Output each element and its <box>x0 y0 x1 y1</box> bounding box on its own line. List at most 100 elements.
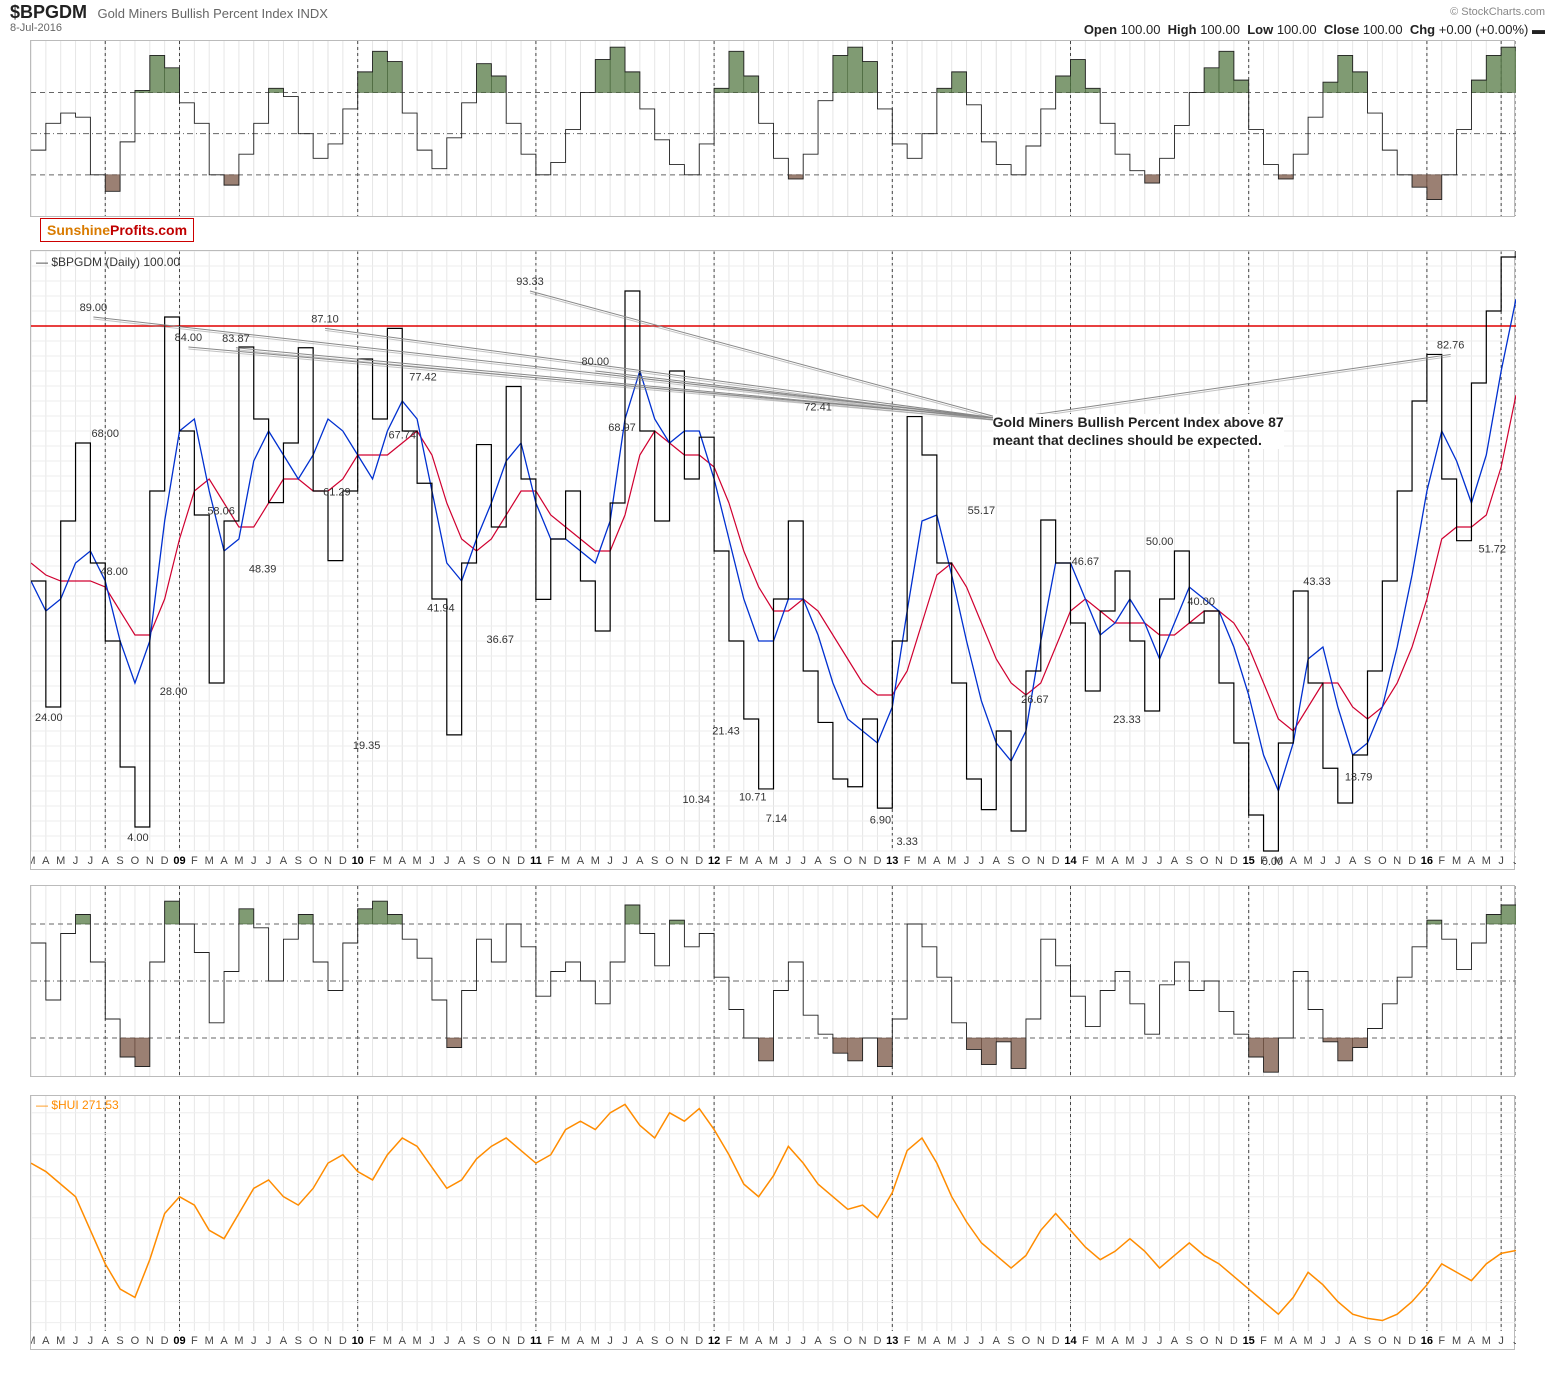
svg-text:N: N <box>1037 1335 1045 1347</box>
svg-text:89.00: 89.00 <box>80 302 108 314</box>
svg-text:M: M <box>1096 1335 1105 1347</box>
svg-text:N: N <box>502 855 510 867</box>
svg-text:F: F <box>547 1335 554 1347</box>
arrow-icon: ▬ <box>1532 22 1545 37</box>
svg-text:09: 09 <box>173 1335 185 1347</box>
svg-text:J: J <box>1320 1335 1326 1347</box>
top-oscillator-panel: 30507090 <box>30 40 1515 217</box>
svg-text:N: N <box>146 855 154 867</box>
svg-text:N: N <box>680 855 688 867</box>
svg-text:A: A <box>1290 855 1298 867</box>
source-text: © StockCharts.com <box>1450 6 1545 18</box>
low-val: 100.00 <box>1277 22 1317 37</box>
svg-text:O: O <box>843 1335 852 1347</box>
svg-text:23.33: 23.33 <box>1113 714 1141 726</box>
svg-text:A: A <box>814 1335 822 1347</box>
watermark-sun: Sunshine <box>47 222 110 238</box>
svg-text:A: A <box>280 855 288 867</box>
svg-text:F: F <box>369 855 376 867</box>
svg-text:46.67: 46.67 <box>1072 556 1100 568</box>
svg-text:A: A <box>399 855 407 867</box>
svg-text:A: A <box>814 855 822 867</box>
svg-text:A: A <box>933 1335 941 1347</box>
svg-text:D: D <box>1052 1335 1060 1347</box>
svg-text:O: O <box>487 1335 496 1347</box>
svg-text:O: O <box>487 855 496 867</box>
svg-text:21.43: 21.43 <box>712 725 740 737</box>
svg-text:N: N <box>324 1335 332 1347</box>
svg-text:J: J <box>1498 855 1504 867</box>
svg-text:87.10: 87.10 <box>311 313 339 325</box>
svg-text:43.33: 43.33 <box>1303 576 1331 588</box>
svg-text:M: M <box>769 855 778 867</box>
svg-text:F: F <box>1260 1335 1267 1347</box>
svg-text:J: J <box>73 855 79 867</box>
svg-text:J: J <box>607 1335 613 1347</box>
svg-text:J: J <box>800 855 806 867</box>
svg-text:O: O <box>665 1335 674 1347</box>
svg-text:N: N <box>1393 1335 1401 1347</box>
svg-text:A: A <box>577 1335 585 1347</box>
svg-text:J: J <box>979 1335 985 1347</box>
hui-legend: — $HUI 271.53 <box>36 1098 119 1112</box>
svg-text:A: A <box>755 855 763 867</box>
svg-text:J: J <box>622 855 628 867</box>
svg-text:F: F <box>369 1335 376 1347</box>
svg-text:J: J <box>1498 1335 1504 1347</box>
svg-text:M: M <box>917 855 926 867</box>
svg-text:19.35: 19.35 <box>353 740 381 752</box>
hui-legend-text: $HUI 271.53 <box>51 1098 118 1112</box>
svg-text:A: A <box>458 855 466 867</box>
svg-text:A: A <box>280 1335 288 1347</box>
svg-text:12: 12 <box>708 1335 720 1347</box>
svg-text:A: A <box>1171 855 1179 867</box>
svg-text:13: 13 <box>886 1335 898 1347</box>
svg-text:J: J <box>622 1335 628 1347</box>
svg-text:N: N <box>859 855 867 867</box>
annotation-line1: Gold Miners Bullish Percent Index above … <box>993 414 1284 432</box>
svg-text:M: M <box>1304 1335 1313 1347</box>
svg-text:S: S <box>1364 855 1371 867</box>
svg-text:15: 15 <box>1243 855 1255 867</box>
svg-text:J: J <box>444 1335 450 1347</box>
svg-text:M: M <box>383 1335 392 1347</box>
svg-text:M: M <box>383 855 392 867</box>
svg-text:A: A <box>220 855 228 867</box>
svg-text:F: F <box>191 1335 198 1347</box>
svg-text:S: S <box>1007 1335 1014 1347</box>
svg-text:N: N <box>859 1335 867 1347</box>
svg-text:J: J <box>1320 855 1326 867</box>
svg-text:M: M <box>31 1335 36 1347</box>
svg-text:J: J <box>1335 1335 1341 1347</box>
svg-text:3.33: 3.33 <box>896 836 917 848</box>
svg-text:F: F <box>547 855 554 867</box>
svg-text:F: F <box>904 855 911 867</box>
svg-text:J: J <box>800 1335 806 1347</box>
svg-text:M: M <box>1125 1335 1134 1347</box>
open-val: 100.00 <box>1121 22 1161 37</box>
svg-text:O: O <box>843 855 852 867</box>
svg-text:A: A <box>993 1335 1001 1347</box>
svg-text:O: O <box>665 855 674 867</box>
svg-text:D: D <box>1230 855 1238 867</box>
svg-text:10: 10 <box>352 1335 364 1347</box>
svg-text:F: F <box>726 855 733 867</box>
svg-text:A: A <box>1468 855 1476 867</box>
svg-text:J: J <box>964 1335 970 1347</box>
svg-text:11: 11 <box>530 855 542 867</box>
svg-text:M: M <box>413 1335 422 1347</box>
svg-text:77.42: 77.42 <box>409 371 437 383</box>
mid-oscillator-panel: -80-50-20 <box>30 885 1515 1077</box>
svg-text:O: O <box>1378 855 1387 867</box>
svg-text:M: M <box>205 855 214 867</box>
svg-text:61.29: 61.29 <box>323 486 351 498</box>
close-val: 100.00 <box>1363 22 1403 37</box>
svg-text:13: 13 <box>886 855 898 867</box>
svg-text:S: S <box>829 1335 836 1347</box>
svg-text:10.71: 10.71 <box>739 792 767 804</box>
main-legend-text: $BPGDM (Daily) 100.00 <box>51 255 180 269</box>
ticker-desc: Gold Miners Bullish Percent Index INDX <box>97 6 327 21</box>
svg-text:7.14: 7.14 <box>766 813 787 825</box>
main-legend: — $BPGDM (Daily) 100.00 <box>36 255 180 269</box>
svg-text:D: D <box>161 1335 169 1347</box>
